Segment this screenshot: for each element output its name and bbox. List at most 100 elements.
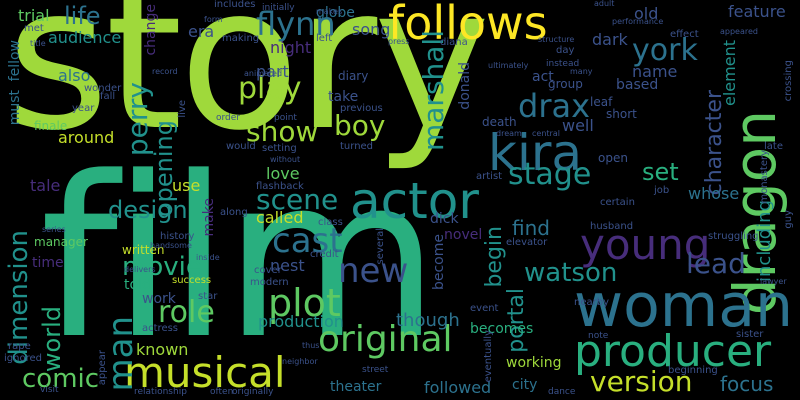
- word-history: history: [160, 231, 195, 242]
- word-work: work: [142, 291, 176, 307]
- word-told: told: [124, 277, 151, 293]
- word-year: year: [72, 103, 95, 114]
- word-life: life: [64, 2, 101, 30]
- word-whose: whose: [688, 184, 740, 203]
- word-man: man: [101, 316, 141, 392]
- word-certain: certain: [600, 197, 635, 208]
- word-follows: follows: [388, 0, 548, 50]
- word-comic: comic: [22, 364, 100, 394]
- word-feature: feature: [728, 2, 786, 21]
- word-perry: perry: [121, 82, 154, 157]
- word-leaf: leaf: [590, 95, 613, 109]
- word-class: class: [318, 217, 343, 228]
- word-includes: includes: [214, 0, 256, 10]
- word-flashback: flashback: [256, 181, 304, 192]
- word-title: title: [30, 39, 46, 48]
- word-also: also: [58, 66, 91, 85]
- word-song: song: [352, 20, 391, 39]
- word-york: york: [632, 33, 698, 68]
- word-point: point: [274, 113, 297, 123]
- word-show: show: [246, 115, 319, 148]
- word-musical: musical: [124, 348, 286, 397]
- word-thus: thus: [302, 341, 320, 350]
- word-stage: stage: [508, 157, 592, 192]
- word-become: become: [431, 234, 447, 291]
- word-live: live: [177, 100, 188, 118]
- word-watson: watson: [524, 258, 618, 288]
- word-husband: husband: [590, 221, 634, 232]
- word-open: open: [598, 151, 628, 165]
- word-appeared: appeared: [720, 27, 758, 36]
- word-dance: dance: [548, 387, 576, 397]
- word-novel: novel: [444, 227, 483, 243]
- word-setting: setting: [262, 143, 297, 154]
- word-success: success: [172, 275, 212, 286]
- word-crossing: crossing: [783, 60, 794, 102]
- word-guy: guy: [783, 210, 794, 229]
- word-scene: scene: [256, 183, 339, 216]
- word-act: act: [532, 69, 554, 85]
- word-city: city: [512, 377, 538, 393]
- word-story: story: [6, 0, 491, 174]
- word-cast: cast: [272, 221, 343, 261]
- word-left: left: [316, 33, 333, 44]
- word-adult: adult: [594, 0, 615, 8]
- word-effect: effect: [670, 29, 699, 40]
- word-dick: dick: [430, 211, 459, 227]
- word-version: version: [590, 365, 693, 398]
- word-use: use: [172, 176, 201, 195]
- word-era: era: [188, 22, 215, 41]
- word-diana: diana: [440, 37, 468, 48]
- word-boy: boy: [334, 109, 386, 142]
- word-making: making: [222, 33, 260, 44]
- word-finale: finale: [34, 119, 68, 133]
- word-young: young: [580, 220, 711, 269]
- word-rape: rape: [8, 341, 31, 352]
- word-must: must: [7, 90, 23, 126]
- word-dark: dark: [592, 30, 628, 49]
- word-several: several: [375, 228, 386, 265]
- word-eventually: eventually: [483, 330, 494, 383]
- word-nearby: nearby: [574, 297, 609, 308]
- word-take: take: [328, 89, 359, 105]
- word-monastery: monastery: [759, 150, 770, 204]
- word-name: name: [632, 62, 678, 81]
- word-met: met: [24, 23, 44, 34]
- word-form: form: [204, 15, 223, 24]
- word-lead: lead: [686, 247, 746, 280]
- word-delivers: delivers: [124, 265, 156, 274]
- word-plot: plot: [268, 281, 341, 325]
- word-death: death: [482, 115, 517, 129]
- word-along: along: [220, 207, 248, 218]
- word-previous: previous: [340, 103, 383, 114]
- word-world: world: [38, 306, 66, 373]
- word-neighbor: neighbor: [282, 357, 318, 366]
- word-ignored: ignored: [4, 353, 42, 364]
- word-without: without: [270, 155, 301, 164]
- word-ultimately: ultimately: [488, 61, 529, 70]
- word-woman: woman: [574, 271, 794, 341]
- word-wonder: wonder: [84, 83, 122, 94]
- word-short: short: [606, 107, 637, 121]
- word-lawyer: lawyer: [760, 277, 787, 286]
- word-old: old: [634, 4, 659, 23]
- word-design: design: [108, 196, 188, 224]
- word-play: play: [238, 71, 302, 106]
- word-well: well: [562, 116, 594, 135]
- word-cover: cover: [254, 265, 282, 276]
- word-modern: modern: [250, 277, 289, 288]
- word-film: film: [40, 130, 440, 388]
- word-central: central: [532, 129, 560, 138]
- word-working: working: [506, 355, 562, 371]
- word-fellow: fellow: [7, 40, 23, 82]
- word-late: late: [764, 141, 783, 152]
- word-fall: fall: [100, 91, 116, 102]
- word-group: group: [548, 77, 583, 91]
- word-press: press: [388, 37, 410, 46]
- word-becomes: becomes: [470, 321, 534, 337]
- word-job: job: [654, 185, 670, 196]
- word-kira: kira: [488, 124, 583, 182]
- word-marshall: marshall: [417, 30, 450, 151]
- word-time: time: [32, 255, 64, 271]
